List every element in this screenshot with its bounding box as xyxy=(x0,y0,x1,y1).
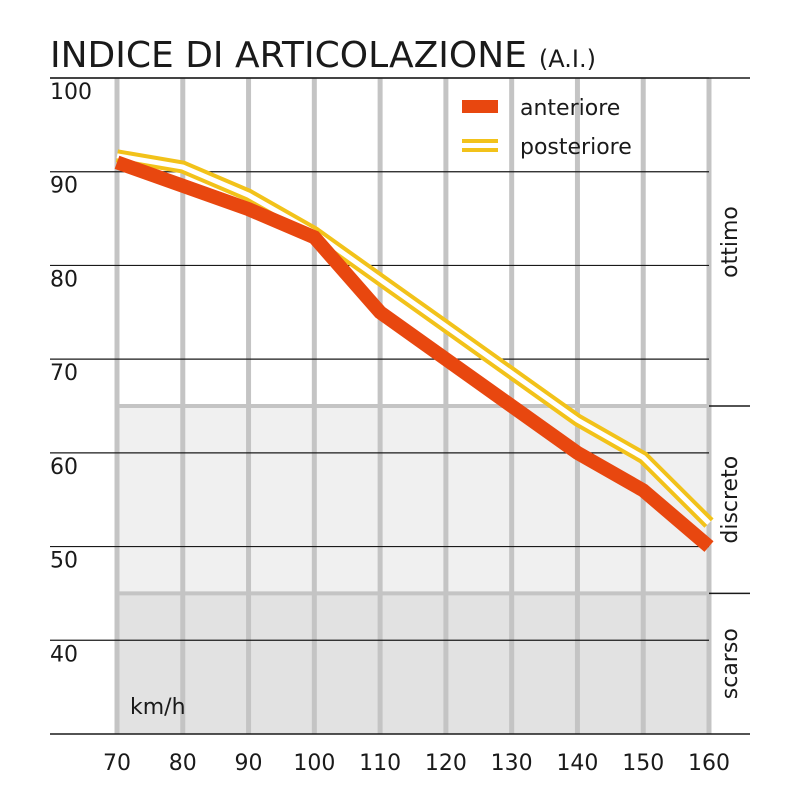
zone-separators xyxy=(117,404,750,596)
x-tick-label: 80 xyxy=(169,751,197,776)
zone-bg-discreto xyxy=(117,406,709,594)
legend-swatch-posteriore-bottom xyxy=(462,148,498,152)
legend-label-posteriore: posteriore xyxy=(520,135,632,160)
y-tick-label: 60 xyxy=(50,455,78,480)
x-tick-label: 150 xyxy=(622,751,664,776)
y-tick-label: 70 xyxy=(50,361,78,386)
y-tick-label: 90 xyxy=(50,174,78,199)
zone-label-discreto: discreto xyxy=(718,456,743,544)
x-tick-label: 90 xyxy=(235,751,263,776)
y-tick-label: 40 xyxy=(50,642,78,667)
legend-swatch-posteriore-top xyxy=(462,139,498,143)
x-tick-label: 140 xyxy=(556,751,598,776)
zone-bg-ottimo xyxy=(117,78,709,406)
chart-subtitle: (A.I.) xyxy=(539,45,596,73)
y-tick-label: 80 xyxy=(50,267,78,292)
zone-label-scarso: scarso xyxy=(718,628,743,699)
x-tick-label: 160 xyxy=(688,751,730,776)
zone-labels: ottimo discreto scarso xyxy=(718,206,743,699)
legend-label-anteriore: anteriore xyxy=(520,96,620,121)
x-tick-label: 120 xyxy=(425,751,467,776)
y-tick-label: 100 xyxy=(50,80,92,105)
y-tick-label: 50 xyxy=(50,549,78,574)
x-tick-labels: 70 80 90 100 110 120 130 140 150 160 xyxy=(103,751,730,776)
series-lines xyxy=(114,149,714,552)
x-tick-label: 110 xyxy=(359,751,401,776)
series-line-anteriore xyxy=(114,155,714,552)
x-tick-label: 70 xyxy=(103,751,131,776)
y-tick-labels: 100 90 80 70 60 50 40 xyxy=(50,80,92,667)
x-axis-unit-label: km/h xyxy=(130,695,186,720)
x-tick-label: 130 xyxy=(491,751,533,776)
x-tick-label: 100 xyxy=(293,751,335,776)
zone-label-ottimo: ottimo xyxy=(718,206,743,278)
zone-bg-scarso xyxy=(117,593,709,734)
legend-swatch-anteriore xyxy=(462,100,498,113)
chart-title: INDICE DI ARTICOLAZIONE xyxy=(50,35,527,76)
legend: anteriore posteriore xyxy=(462,96,632,160)
series-line-posteriore-gap xyxy=(116,153,711,525)
